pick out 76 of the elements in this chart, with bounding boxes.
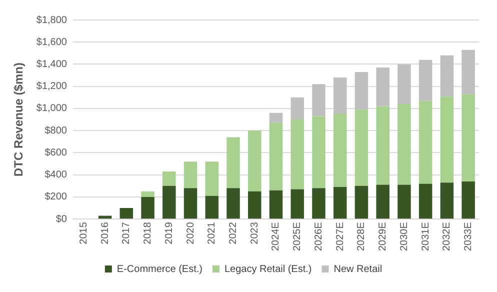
x-tick-label: 2015 (78, 222, 90, 244)
bar (184, 162, 198, 188)
bar (418, 184, 432, 219)
x-tick-label: 2018 (142, 222, 154, 244)
bar (418, 100, 432, 184)
bar (226, 137, 240, 188)
bar (312, 84, 326, 116)
bar (290, 189, 304, 219)
bar (205, 162, 219, 196)
y-tick-label: $400 (44, 170, 68, 181)
bar (376, 68, 390, 106)
y-tick-label: $1,000 (36, 103, 68, 114)
y-tick-label: $1,400 (36, 58, 68, 70)
bar (462, 94, 475, 182)
bar (312, 116, 326, 188)
y-axis-title: DTC Revenue ($mn) (12, 62, 26, 177)
bar (141, 191, 154, 197)
x-tick-label: 2023 (249, 222, 260, 244)
bar (290, 120, 304, 190)
bar (440, 182, 454, 219)
x-tick-label: 2022 (228, 222, 240, 244)
bar (354, 72, 368, 110)
y-tick-label: $800 (44, 125, 68, 136)
x-tick-label: 2027E (334, 222, 346, 252)
bar (226, 188, 240, 219)
bar (162, 172, 176, 186)
bar (462, 181, 475, 219)
x-tick-label: 2025E (292, 222, 304, 252)
legend-label: Legacy Retail (Est.) (224, 264, 312, 275)
y-tick-label: $1,800 (36, 14, 68, 26)
y-tick-label: $600 (44, 147, 68, 158)
x-tick-label: 2021 (206, 222, 218, 244)
bar (333, 187, 347, 219)
x-tick-label: 2020 (185, 222, 196, 244)
bar (376, 106, 390, 185)
y-tick-label: $200 (44, 192, 68, 203)
x-tick-label: 2016 (100, 222, 111, 244)
x-tick-label: 2024E (270, 222, 282, 252)
bar (312, 188, 326, 219)
x-tick-label: 2019 (164, 222, 175, 244)
bar (398, 64, 411, 104)
bar (398, 184, 411, 219)
bar (333, 114, 347, 188)
bar (354, 186, 368, 219)
bar (440, 96, 454, 183)
bar (269, 190, 283, 219)
bar (205, 196, 219, 219)
bar (333, 78, 347, 114)
y-tick-label: $1,600 (36, 36, 68, 48)
bar (120, 208, 134, 219)
bar (248, 130, 262, 192)
y-tick-label: $1,200 (36, 81, 68, 92)
bar (462, 50, 475, 94)
x-tick-label: 2032E (442, 222, 453, 252)
x-tick-label: 2017 (121, 222, 132, 244)
bar (269, 122, 283, 190)
x-tick-label: 2026E (313, 222, 324, 252)
x-tick-label: 2028E (356, 222, 368, 252)
x-tick-label: 2030E (398, 222, 410, 252)
bar (354, 110, 368, 186)
bar (248, 191, 262, 219)
x-tick-label: 2031E (420, 222, 432, 252)
bar (398, 104, 411, 185)
bar (418, 60, 432, 101)
bar (440, 55, 454, 96)
bar (184, 188, 198, 219)
legend-label: E-Commerce (Est.) (116, 264, 202, 275)
bar (290, 97, 304, 120)
y-tick-label: $0 (56, 214, 68, 225)
bar (141, 196, 154, 219)
bar (269, 112, 283, 123)
bar (162, 186, 176, 219)
x-tick-label: 2033E (463, 222, 474, 252)
x-tick-label: 2029E (378, 222, 389, 252)
bar (376, 184, 390, 219)
legend-label: New Retail (334, 264, 382, 275)
